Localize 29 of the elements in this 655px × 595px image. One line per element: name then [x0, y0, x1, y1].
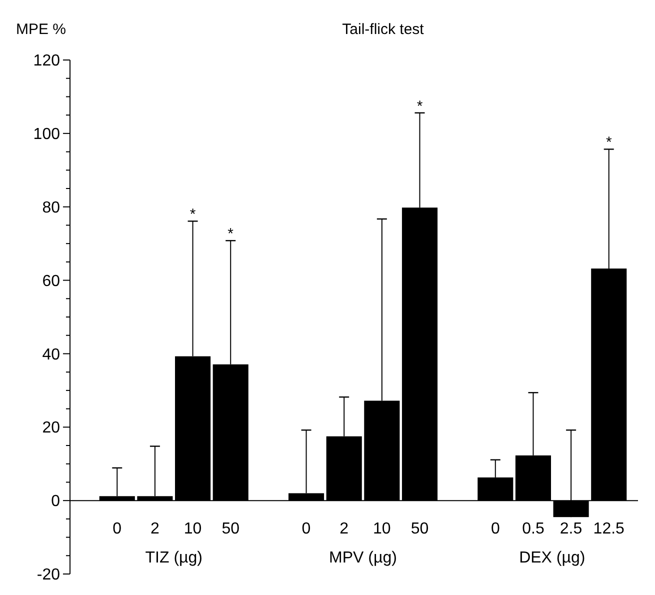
x-tick-label: 0	[302, 520, 311, 538]
x-tick-label: 10	[373, 520, 391, 538]
annotation: *	[190, 206, 196, 224]
x-tick-label: 12.5	[593, 520, 625, 538]
x-tick-label: 10	[184, 520, 202, 538]
y-tick-label: 100	[33, 126, 60, 144]
annotation: *	[606, 134, 612, 152]
x-tick-label: 2	[150, 520, 160, 538]
annotation: DEX (µg)	[519, 550, 586, 567]
x-tick-label: 2	[340, 520, 349, 538]
y-tick-label: 60	[42, 272, 60, 290]
x-tick-label: 0	[112, 520, 122, 538]
y-tick-label: 40	[42, 346, 60, 364]
y-tick-label: 0	[51, 493, 60, 510]
x-tick-label: 0	[490, 520, 500, 538]
annotation: *	[416, 98, 423, 115]
y-axis-title: MPE %	[16, 21, 66, 38]
y-tick-label: 120	[33, 52, 60, 70]
x-tick-label: 2.5	[560, 520, 582, 538]
x-tick-label: 50	[222, 520, 240, 538]
x-tick-label: 0.5	[522, 520, 544, 538]
y-tick-label: -20	[36, 566, 60, 584]
annotation: TIZ (µg)	[145, 550, 202, 567]
annotation: *	[228, 226, 234, 243]
y-tick-label: 20	[42, 420, 60, 437]
annotation: MPV (µg)	[329, 550, 397, 567]
x-tick-label: 50	[410, 520, 429, 538]
y-tick-label: 80	[42, 199, 60, 216]
chart-title: Tail-flick test	[342, 21, 425, 38]
